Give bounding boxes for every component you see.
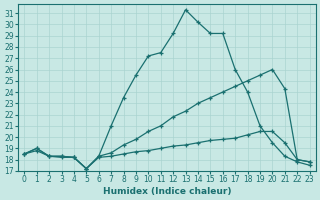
X-axis label: Humidex (Indice chaleur): Humidex (Indice chaleur) [103, 187, 231, 196]
